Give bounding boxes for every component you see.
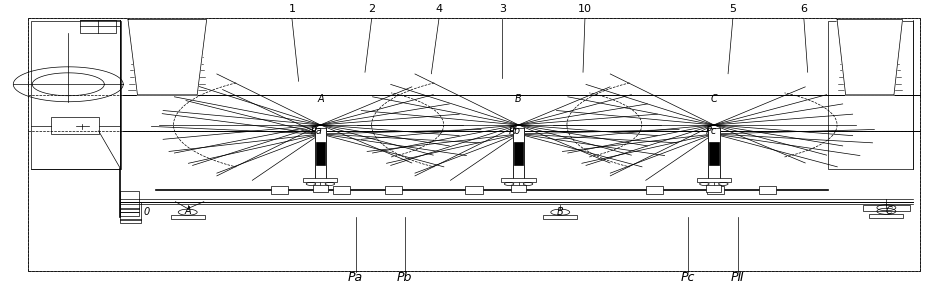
Bar [863, 205, 910, 211]
Bar [80, 20, 116, 33]
Bar [709, 142, 719, 165]
Text: Pc: Pc [705, 126, 717, 136]
Bar [707, 186, 724, 194]
Bar [271, 186, 288, 194]
Bar [51, 117, 99, 134]
Bar [697, 178, 731, 182]
Text: 1: 1 [288, 4, 296, 14]
Bar [828, 21, 913, 169]
Text: A: A [185, 206, 191, 216]
Text: 4: 4 [435, 4, 443, 14]
Text: 5: 5 [729, 4, 737, 14]
Bar [316, 142, 325, 165]
Text: C: C [885, 206, 893, 216]
Bar [759, 186, 776, 194]
Text: 3: 3 [499, 4, 506, 14]
Bar [646, 186, 663, 194]
Bar [313, 185, 328, 192]
Text: A: A [318, 94, 323, 104]
Bar [171, 215, 205, 219]
Text: Pc: Pc [681, 272, 696, 284]
Text: B: B [515, 94, 522, 104]
Bar [333, 186, 350, 194]
Bar [706, 185, 721, 192]
Bar [869, 214, 903, 218]
Text: Pa: Pa [311, 126, 322, 136]
Bar [514, 142, 523, 165]
Bar [120, 191, 139, 209]
Bar [513, 128, 524, 179]
Bar [120, 202, 141, 220]
Bar [120, 208, 139, 212]
Text: Pa: Pa [348, 272, 363, 284]
Bar [303, 178, 337, 182]
Bar [315, 128, 326, 179]
Bar [28, 18, 920, 271]
Bar [385, 186, 402, 194]
Text: PⅡ: PⅡ [731, 272, 744, 284]
Bar [501, 178, 536, 182]
Polygon shape [837, 20, 902, 95]
Bar [120, 212, 139, 216]
Polygon shape [128, 20, 207, 95]
Bar [120, 219, 141, 223]
Text: 0: 0 [144, 207, 150, 217]
Bar [543, 215, 577, 219]
Text: 10: 10 [578, 4, 592, 14]
Text: 6: 6 [800, 4, 808, 14]
Text: B: B [556, 207, 564, 217]
Bar [465, 186, 483, 194]
Text: 2: 2 [368, 4, 375, 14]
Bar [511, 185, 526, 192]
Text: Pb: Pb [509, 126, 520, 136]
Text: C: C [710, 94, 718, 104]
Bar [31, 21, 121, 169]
Bar [708, 128, 720, 179]
Text: Pb: Pb [397, 272, 412, 284]
